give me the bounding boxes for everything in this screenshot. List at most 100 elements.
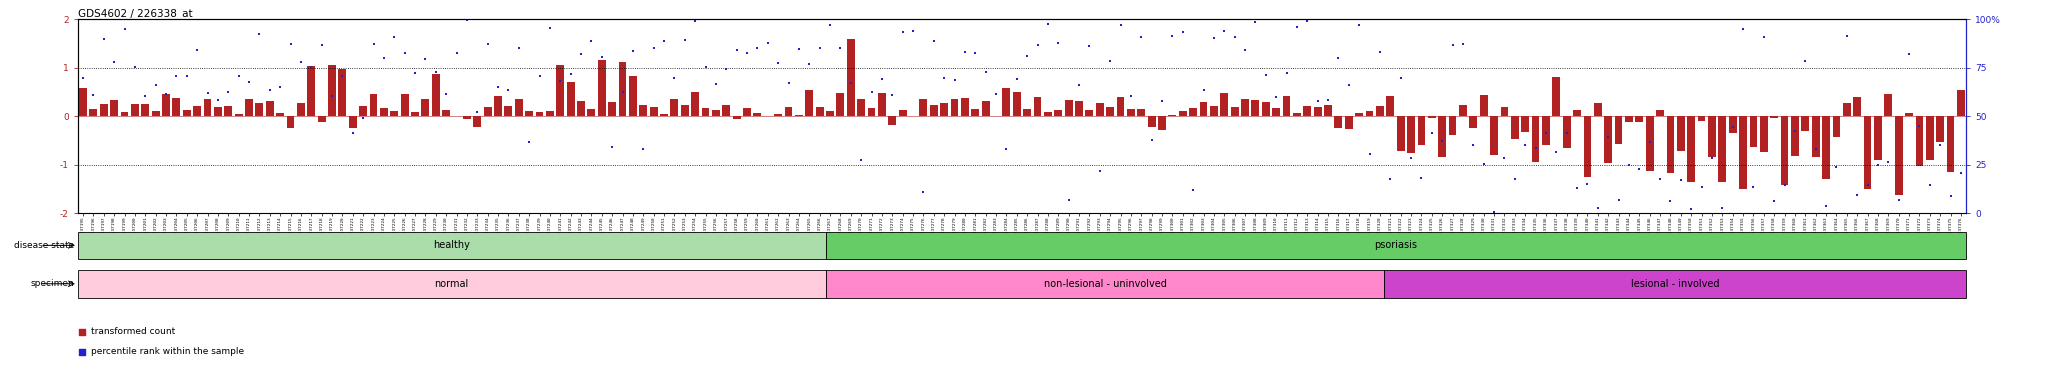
Bar xyxy=(825,270,1384,298)
Point xyxy=(793,61,825,67)
Point xyxy=(1778,128,1810,134)
Point xyxy=(461,109,494,116)
Point xyxy=(1354,151,1386,157)
Point xyxy=(1872,159,1905,165)
Point xyxy=(752,40,784,46)
Point xyxy=(938,77,971,83)
Bar xyxy=(1481,95,1487,116)
Bar xyxy=(391,111,397,116)
Point xyxy=(1083,167,1116,174)
Point xyxy=(616,48,649,55)
Point xyxy=(1540,149,1573,155)
Point xyxy=(1571,180,1604,187)
Bar xyxy=(659,114,668,116)
Bar xyxy=(131,104,139,116)
Point xyxy=(1489,155,1522,161)
Point xyxy=(856,89,889,95)
Bar xyxy=(588,109,596,116)
Bar xyxy=(1024,109,1030,116)
Point xyxy=(139,82,172,88)
Bar xyxy=(1552,78,1561,116)
Point xyxy=(1479,209,1511,215)
Bar xyxy=(1014,92,1020,116)
Bar xyxy=(1055,110,1063,116)
Point xyxy=(1012,53,1044,59)
Point xyxy=(1767,182,1800,188)
Bar xyxy=(1427,116,1436,118)
Bar xyxy=(1044,112,1053,116)
Bar xyxy=(78,232,825,259)
Point xyxy=(410,56,442,63)
Point xyxy=(545,78,578,84)
Bar xyxy=(1864,116,1872,189)
Bar xyxy=(1698,116,1706,121)
Point xyxy=(389,50,422,56)
Bar xyxy=(1853,96,1862,116)
Bar xyxy=(618,62,627,116)
Point xyxy=(367,55,399,61)
Point xyxy=(1290,18,1323,24)
Point xyxy=(1188,88,1221,94)
Bar xyxy=(961,98,969,116)
Point xyxy=(305,42,338,48)
Bar xyxy=(203,99,211,116)
Point xyxy=(399,70,432,76)
Bar xyxy=(723,105,731,116)
Bar xyxy=(1335,116,1341,128)
Point xyxy=(420,69,453,75)
Point xyxy=(606,89,639,95)
Point xyxy=(887,29,920,35)
Bar xyxy=(1573,109,1581,116)
Bar xyxy=(338,69,346,116)
Bar xyxy=(1458,105,1466,116)
Point xyxy=(1561,185,1593,191)
Bar xyxy=(213,107,221,116)
Point xyxy=(575,38,608,44)
Bar xyxy=(1231,107,1239,116)
Bar xyxy=(858,99,864,116)
Bar xyxy=(1180,111,1186,116)
Point xyxy=(979,91,1012,97)
Bar xyxy=(1384,270,1966,298)
Bar xyxy=(733,116,741,119)
Point xyxy=(948,49,981,55)
Bar xyxy=(100,104,109,116)
Bar xyxy=(1137,109,1145,116)
Bar xyxy=(1190,108,1196,116)
Point xyxy=(1903,123,1935,129)
Point xyxy=(68,75,100,81)
Point xyxy=(354,37,387,43)
Point xyxy=(471,41,504,47)
Point xyxy=(1270,70,1303,76)
Point xyxy=(688,65,721,71)
Bar xyxy=(1491,116,1497,155)
Point xyxy=(596,144,629,151)
Point xyxy=(233,79,266,86)
Point xyxy=(1436,42,1468,48)
Bar xyxy=(1833,116,1841,137)
Point xyxy=(1364,49,1397,55)
Bar xyxy=(1593,103,1602,116)
Point xyxy=(1323,55,1356,61)
Bar xyxy=(1780,116,1788,185)
Point xyxy=(502,45,535,51)
Point xyxy=(1114,93,1147,99)
Bar xyxy=(1251,100,1260,116)
Point xyxy=(150,91,182,97)
Point xyxy=(1933,192,1966,199)
Point xyxy=(866,76,899,82)
Bar xyxy=(825,111,834,116)
Point xyxy=(211,89,244,96)
Point xyxy=(1841,192,1874,198)
Point xyxy=(109,26,141,32)
Bar xyxy=(1448,116,1456,135)
Point xyxy=(1923,142,1956,148)
Bar xyxy=(1739,116,1747,189)
Bar xyxy=(1614,116,1622,144)
Bar xyxy=(1542,116,1550,145)
Point xyxy=(223,73,256,79)
Point xyxy=(1063,82,1096,88)
Point xyxy=(565,51,598,57)
Point xyxy=(1821,164,1853,170)
Point xyxy=(244,31,276,37)
